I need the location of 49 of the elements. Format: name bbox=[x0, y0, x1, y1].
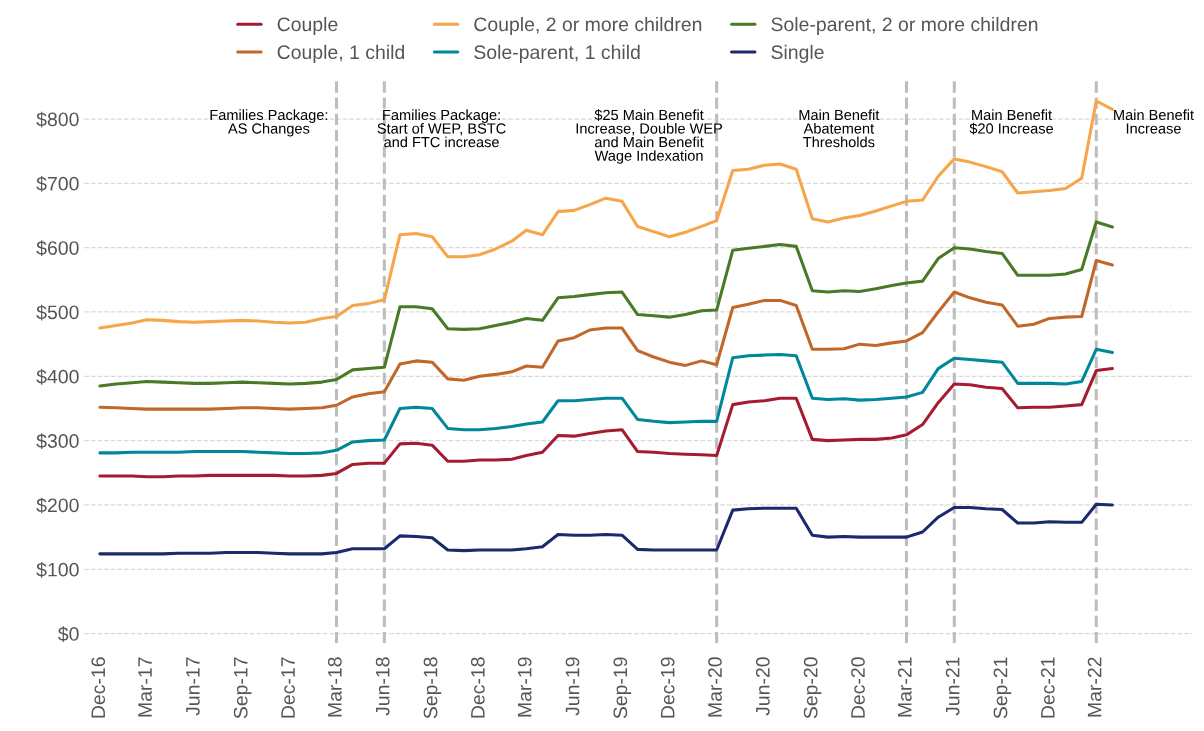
y-tick-label: $500 bbox=[36, 304, 79, 321]
line-series bbox=[98, 502, 1114, 556]
legend-label: Couple, 1 child bbox=[277, 44, 405, 63]
legend-label: Sole-parent, 1 child bbox=[474, 44, 640, 63]
x-tick-label: Mar-22 bbox=[1087, 657, 1102, 717]
x-tick-label: Dec-21 bbox=[1040, 657, 1055, 718]
x-tick-label: Jun-20 bbox=[755, 657, 770, 716]
y-tick-label: $800 bbox=[36, 111, 79, 128]
x-tick-label: Sep-21 bbox=[993, 657, 1012, 719]
x-tick-label: Sep-17 bbox=[233, 657, 252, 719]
line-series bbox=[98, 347, 1114, 456]
y-tick-label: $300 bbox=[36, 433, 79, 450]
line-series bbox=[98, 99, 1114, 330]
y-tick-label: $100 bbox=[36, 561, 79, 578]
x-tick-label: Mar-21 bbox=[897, 657, 912, 717]
line-series bbox=[98, 259, 1114, 411]
y-tick-label: $0 bbox=[58, 626, 79, 643]
x-tick-label: Mar-20 bbox=[708, 657, 722, 717]
legend-label: Single bbox=[771, 44, 824, 63]
ref-line-label: Families Package: Start of WEP, BSTC and FTC increase bbox=[377, 109, 506, 148]
x-tick-label: Jun-17 bbox=[186, 657, 200, 716]
y-tick-label: $600 bbox=[36, 240, 79, 257]
ref-line-label: Main Benefit $20 Increase bbox=[969, 109, 1054, 135]
legend-label: Couple, 2 or more children bbox=[474, 16, 702, 36]
x-tick-label: Mar-19 bbox=[517, 657, 532, 717]
y-tick-label: $200 bbox=[36, 497, 79, 514]
y-tick-label: $700 bbox=[36, 175, 79, 192]
ref-line-label: $25 Main Benefit Increase, Double WEP and Main Benefit Wage Indexation bbox=[576, 109, 723, 164]
line-series bbox=[98, 220, 1114, 388]
x-tick-label: Dec-19 bbox=[660, 657, 675, 718]
x-tick-label: Jun-18 bbox=[375, 657, 390, 716]
x-tick-label: Sep-19 bbox=[613, 657, 632, 719]
x-tick-label: Dec-20 bbox=[851, 657, 865, 718]
x-tick-label: Mar-17 bbox=[138, 657, 152, 717]
x-tick-label: Mar-18 bbox=[327, 657, 342, 717]
x-tick-label: Dec-18 bbox=[470, 657, 485, 718]
x-tick-label: Dec-17 bbox=[281, 657, 295, 718]
x-tick-label: Sep-20 bbox=[803, 657, 822, 719]
x-tick-label: Dec-16 bbox=[91, 657, 106, 718]
ref-line-label: Families Package: AS Changes bbox=[210, 109, 328, 137]
legend-label: Sole-parent, 2 or more children bbox=[771, 16, 1038, 36]
legend-label: Couple bbox=[277, 16, 338, 36]
y-tick-label: $400 bbox=[36, 368, 79, 385]
x-tick-label: Jun-21 bbox=[945, 657, 960, 716]
line-series bbox=[98, 367, 1114, 479]
x-tick-label: Sep-18 bbox=[423, 657, 442, 719]
x-tick-label: Jun-19 bbox=[565, 657, 580, 716]
ref-line-label: Main Benefit Increase bbox=[1114, 109, 1194, 134]
ref-line-label: Main Benefit Abatement Thresholds bbox=[799, 109, 880, 148]
